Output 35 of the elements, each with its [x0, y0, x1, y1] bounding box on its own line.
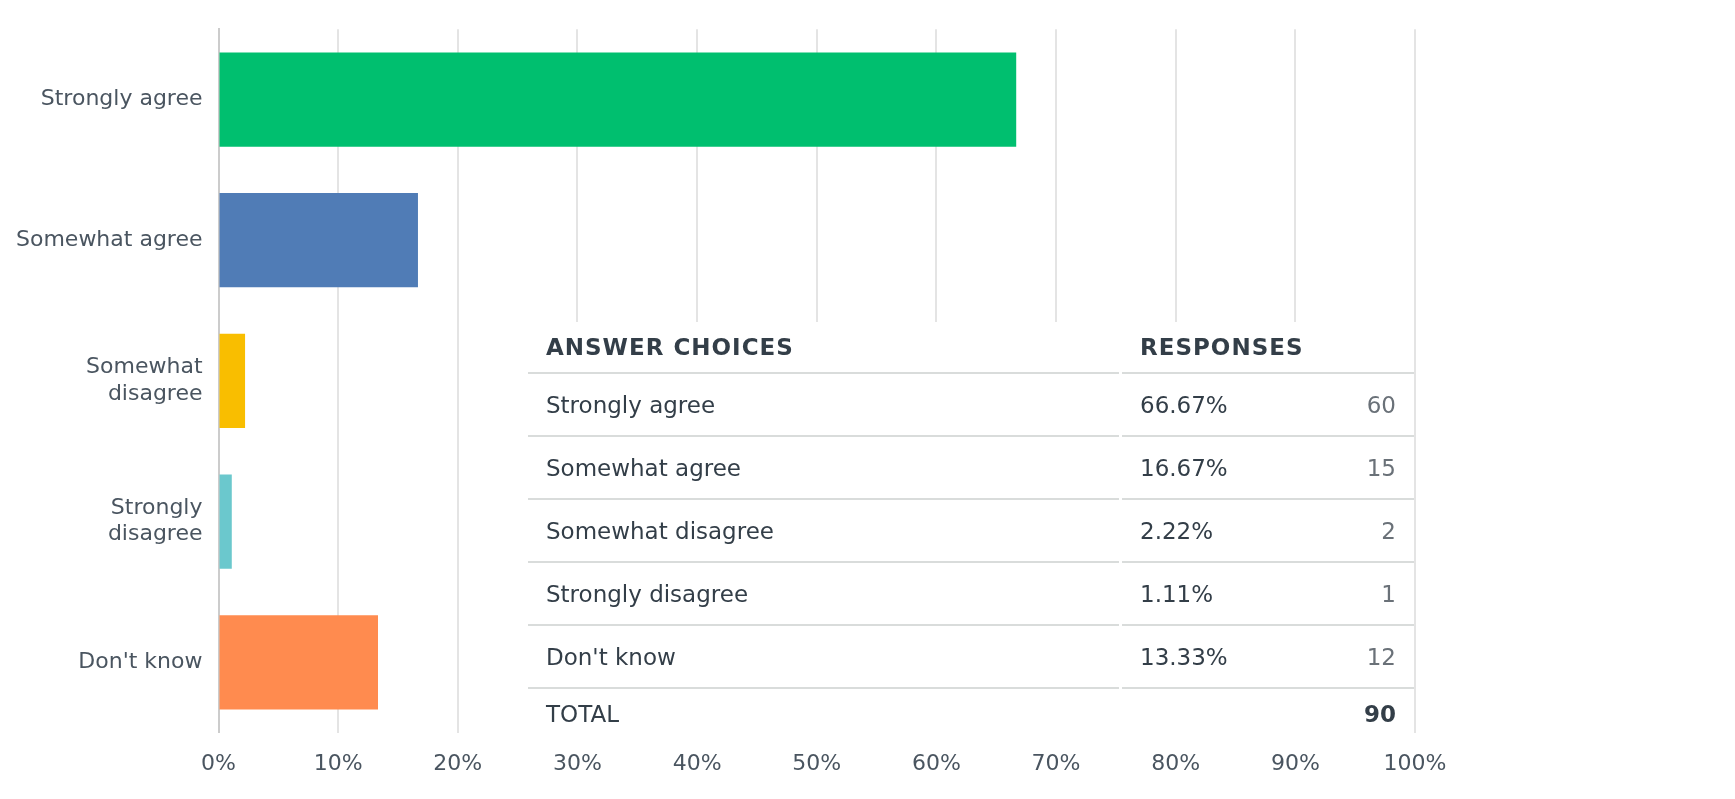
- annotation: 60: [1288, 373, 1414, 436]
- x-tick-label: 50%: [792, 749, 842, 775]
- annotation: 1.11%: [1120, 562, 1288, 625]
- annotation: RESPONSES: [1120, 322, 1414, 373]
- annotation: 2: [1288, 499, 1414, 562]
- x-tick-label: 30%: [553, 749, 602, 775]
- x-tick-label: 100%: [1383, 749, 1447, 775]
- x-tick-label: 60%: [911, 749, 961, 775]
- annotation: 16.67%: [1120, 436, 1288, 499]
- annotation: 2.22%: [1120, 499, 1288, 562]
- annotation: 12: [1288, 625, 1414, 688]
- x-tick-label: 70%: [1031, 749, 1081, 775]
- annotation: TOTAL: [545, 700, 620, 729]
- annotation: 90: [1363, 700, 1397, 729]
- x-tick-label: 80%: [1151, 749, 1201, 775]
- annotation: 13.33%: [1120, 625, 1288, 688]
- category-label: Don't know: [546, 643, 676, 670]
- y-tick-label: Strongly agree: [40, 85, 203, 111]
- y-tick-label: Strongly disagree: [107, 494, 203, 546]
- category-label: Somewhat agree: [546, 454, 741, 481]
- y-tick-label: Somewhat disagree: [86, 353, 203, 405]
- y-tick-label: Don't know: [78, 647, 203, 673]
- x-tick-label: 40%: [672, 749, 722, 775]
- annotation: 66.67%: [1120, 373, 1288, 436]
- category-label: Strongly disagree: [546, 580, 749, 607]
- x-tick-label: 10%: [313, 749, 363, 775]
- x-tick-label: 20%: [433, 749, 483, 775]
- category-label: Somewhat disagree: [546, 517, 774, 544]
- annotation: 1: [1288, 562, 1414, 625]
- annotation: ANSWER CHOICES: [528, 322, 1121, 373]
- annotation: 15: [1288, 436, 1414, 499]
- x-tick-label: 90%: [1270, 749, 1320, 775]
- y-tick-label: Somewhat agree: [15, 225, 203, 251]
- x-tick-label: 0%: [201, 749, 236, 775]
- category-label: Strongly agree: [546, 391, 716, 418]
